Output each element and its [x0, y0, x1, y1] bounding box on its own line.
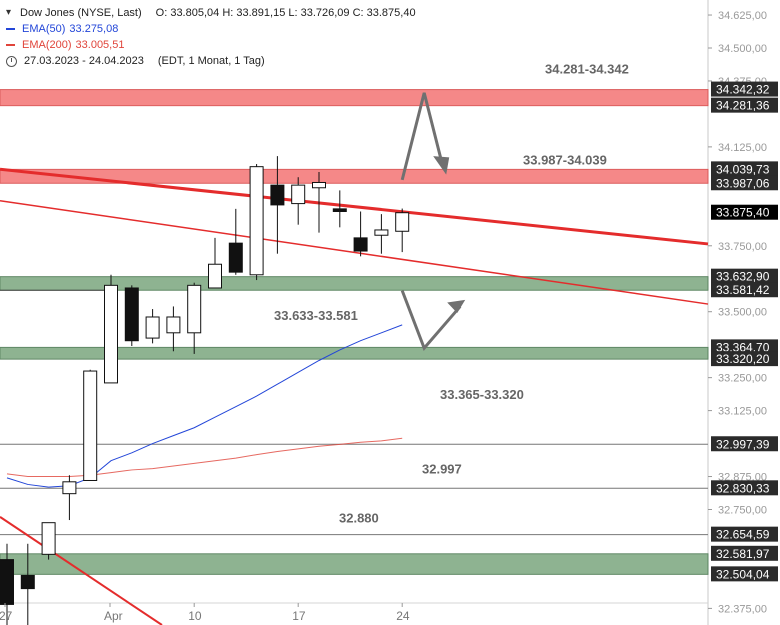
candle[interactable]: [228, 242, 243, 273]
zone-price-label: 33.320,20: [716, 352, 770, 366]
candle[interactable]: [208, 263, 222, 289]
zone-price-label: 33.581,42: [716, 283, 770, 297]
y-tick-label: 34.125,00: [718, 142, 767, 154]
ema200-value: 33.005,51: [75, 39, 125, 51]
ema50-swatch: [6, 28, 15, 30]
level-price-label: 32.997,39: [716, 437, 770, 451]
zone-price-label: 33.632,90: [716, 270, 770, 284]
arrow-head: [433, 156, 450, 175]
zone-label: 34.281-34.342: [545, 62, 629, 77]
candle[interactable]: [0, 559, 14, 605]
candle[interactable]: [166, 316, 181, 334]
candle[interactable]: [332, 208, 347, 212]
candle[interactable]: [20, 574, 35, 590]
candle[interactable]: [83, 370, 98, 481]
zone-label: 33.987-34.039: [523, 152, 607, 167]
x-tick-label: 17: [292, 609, 306, 623]
resistance-zone: [0, 89, 709, 107]
y-tick-label: 33.750,00: [718, 241, 767, 253]
candle[interactable]: [291, 184, 306, 205]
zone-price-label: 34.281,36: [716, 99, 770, 113]
upper-trendline: [0, 167, 709, 246]
price-tag-bg: [711, 339, 778, 355]
candle[interactable]: [395, 212, 410, 232]
price-tag-bg: [711, 480, 778, 496]
candle[interactable]: [124, 287, 139, 342]
y-tick-label: 33.250,00: [718, 373, 767, 385]
resistance-zone: [0, 168, 709, 184]
price-tag-bg: [711, 268, 778, 284]
y-tick-label: 34.625,00: [718, 10, 767, 22]
instrument-name: Dow Jones (NYSE, Last): [20, 7, 142, 19]
support-zone: [0, 346, 709, 360]
support-zone: [0, 553, 709, 575]
price-tag-bg: [711, 97, 778, 113]
y-tick-label: 34.500,00: [718, 43, 767, 55]
level-price-label: 32.830,33: [716, 481, 770, 495]
candle[interactable]: [270, 184, 285, 206]
chevron-down-icon[interactable]: ▾: [6, 7, 12, 18]
price-tag-bg: [711, 81, 778, 97]
ema200-label: EMA(200): [22, 39, 72, 51]
zone-price-label: 34.039,73: [716, 162, 770, 176]
ohlc-values: O: 33.805,04 H: 33.891,15 L: 33.726,09 C…: [155, 7, 416, 19]
x-tick-label: 27: [0, 609, 13, 623]
zone-label: 33.633-33.581: [274, 308, 358, 323]
y-tick-label: 32.375,00: [718, 603, 767, 615]
falling-trendline: [0, 516, 163, 625]
x-tick-label: 24: [396, 609, 410, 623]
zone-price-label: 34.342,32: [716, 83, 770, 97]
zone-price-label: 32.581,97: [716, 547, 770, 561]
support-zone: [0, 276, 709, 291]
chart-legend: ▾ Dow Jones (NYSE, Last) O: 33.805,04 H:…: [6, 5, 416, 69]
price-tag-bg: [711, 526, 778, 542]
ema200-swatch: [6, 44, 15, 46]
level-price-label: 32.654,59: [716, 528, 770, 542]
candle[interactable]: [104, 284, 118, 384]
x-tick-label: 10: [188, 609, 202, 623]
x-tick-label: Apr: [104, 609, 123, 623]
candle[interactable]: [249, 166, 264, 276]
price-tag-bg: [711, 351, 778, 367]
y-tick-label: 32.750,00: [718, 504, 767, 516]
ema200-line: [6, 437, 403, 478]
candle[interactable]: [312, 181, 326, 189]
period-info: (EDT, 1 Monat, 1 Tag): [157, 55, 265, 67]
price-tag-bg: [711, 436, 778, 452]
y-tick-label: 33.125,00: [718, 406, 767, 418]
zone-price-label: 33.987,06: [716, 176, 770, 190]
price-tag-bg: [711, 566, 778, 582]
period-range: 27.03.2023 - 24.04.2023: [24, 55, 144, 67]
candle[interactable]: [353, 237, 368, 252]
projection-arrow-down: [400, 290, 462, 351]
price-tag-bg: [711, 161, 778, 177]
candle[interactable]: [145, 316, 160, 339]
y-tick-label: 33.500,00: [718, 307, 767, 319]
candle[interactable]: [62, 481, 77, 495]
arrow-head: [447, 299, 466, 314]
ema50-label: EMA(50): [22, 23, 66, 35]
zone-label: 33.365-33.320: [440, 387, 524, 402]
candle[interactable]: [41, 522, 56, 555]
projection-arrow-up: [400, 92, 444, 181]
price-tag-bg: [711, 545, 778, 561]
price-tag-bg: [711, 282, 778, 298]
candle[interactable]: [187, 284, 202, 334]
price-tag-bg: [711, 175, 778, 191]
zone-price-label: 33.364,70: [716, 340, 770, 354]
last-price-tag: [711, 204, 778, 220]
zone-price-label: 32.504,04: [716, 567, 770, 581]
ema50-value: 33.275,08: [69, 23, 119, 35]
level-label: 32.997: [422, 461, 462, 476]
level-label: 32.880: [339, 510, 379, 525]
clock-icon: [6, 55, 17, 67]
lower-trendline: [0, 199, 709, 305]
last-price-label: 33.875,40: [716, 206, 770, 220]
candle[interactable]: [374, 229, 389, 236]
